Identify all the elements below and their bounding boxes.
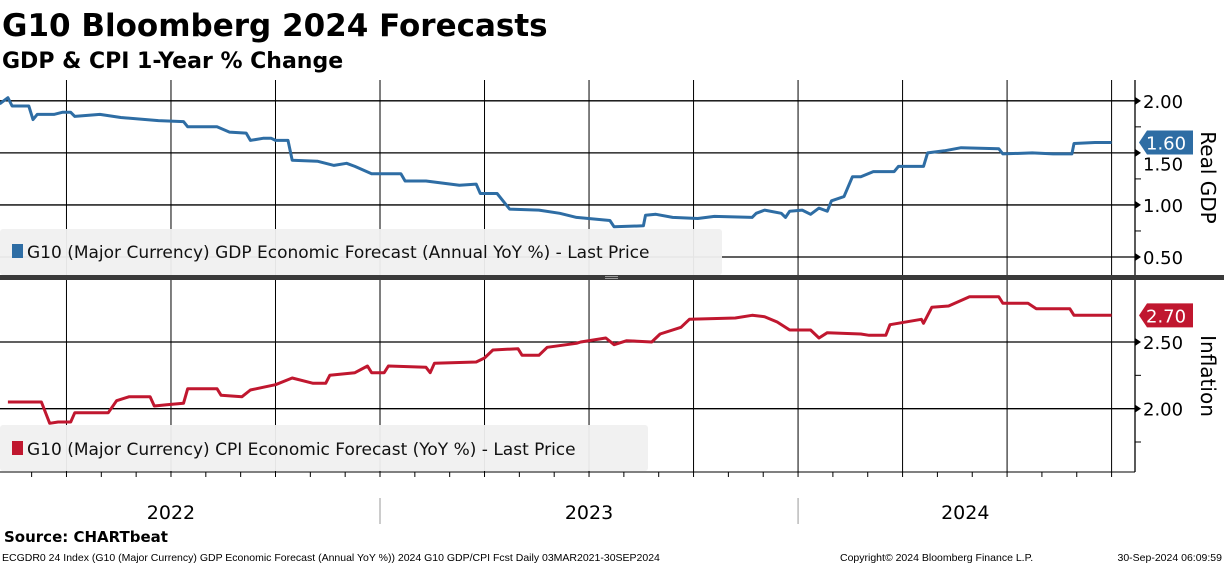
gdp-panel: 2.00 1.50 1.00 0.50 Real GDP 1.60: [0, 80, 1220, 275]
divider-grip-icon[interactable]: [605, 276, 618, 279]
y-tick-label: 2.00: [1143, 400, 1183, 421]
y-axis-label: Inflation: [1196, 335, 1220, 417]
tick-arrow-icon: [1135, 252, 1141, 261]
gdp-legend-label: G10 (Major Currency) GDP Economic Foreca…: [27, 243, 649, 263]
x-year-label: 2022: [147, 502, 195, 524]
panel-divider[interactable]: [0, 275, 1224, 280]
footer-timestamp: 30-Sep-2024 06:09:59: [1117, 552, 1222, 564]
footer-description: ECGDR0 24 Index (G10 (Major Currency) GD…: [2, 552, 660, 564]
y-tick-label: 2.00: [1143, 92, 1183, 113]
gdp-last-value-tag: [1139, 130, 1193, 155]
chart-title: G10 Bloomberg 2024 Forecasts: [2, 8, 548, 44]
cpi-legend-swatch: [12, 441, 23, 455]
y-tick-label: 1.00: [1143, 196, 1183, 217]
cpi-last-value-tag: [1139, 303, 1193, 328]
tick-arrow-icon: [1135, 96, 1141, 105]
y-tick-label: 2.50: [1143, 333, 1183, 354]
cpi-legend: G10 (Major Currency) CPI Economic Foreca…: [0, 425, 648, 471]
footer-copyright: Copyright© 2024 Bloomberg Finance L.P.: [840, 552, 1033, 564]
cpi-legend-label: G10 (Major Currency) CPI Economic Foreca…: [27, 440, 576, 460]
tick-arrow-icon: [1135, 148, 1141, 157]
x-axis: 2022 2023 2024: [0, 471, 1135, 524]
chart-subtitle: GDP & CPI 1-Year % Change: [2, 49, 343, 74]
y-axis-label: Real GDP: [1196, 131, 1220, 223]
tick-arrow-icon: [1135, 404, 1141, 413]
cpi-last-value: 2.70: [1146, 306, 1186, 327]
source-label: Source: CHARTbeat: [4, 528, 168, 546]
x-year-label: 2023: [565, 502, 613, 524]
gdp-legend: G10 (Major Currency) GDP Economic Foreca…: [0, 229, 722, 275]
y-tick-label: 1.50: [1143, 154, 1183, 175]
tick-arrow-icon: [1135, 338, 1141, 346]
x-year-label: 2024: [941, 502, 989, 524]
gdp-legend-swatch: [12, 244, 23, 258]
y-tick-label: 0.50: [1143, 248, 1183, 269]
gdp-series-line: [0, 96, 1112, 229]
cpi-series-line: [7, 295, 1112, 425]
tick-arrow-icon: [1135, 200, 1141, 209]
gdp-last-value: 1.60: [1146, 133, 1186, 154]
